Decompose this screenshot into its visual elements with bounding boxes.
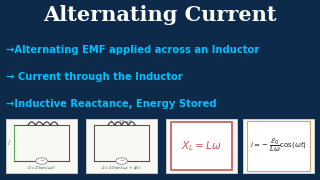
Text: $\mathcal{E}=\mathcal{E}_0\sin(\omega t)$: $\mathcal{E}=\mathcal{E}_0\sin(\omega t)…: [27, 164, 56, 172]
FancyBboxPatch shape: [166, 119, 237, 173]
Circle shape: [36, 158, 47, 164]
Text: L = 10mH: L = 10mH: [111, 120, 132, 124]
Text: →Alternating EMF applied across an Inductor: →Alternating EMF applied across an Induc…: [6, 45, 260, 55]
Text: $i = -\dfrac{\mathcal{E}_0}{L\omega}\cos(\omega t)$: $i = -\dfrac{\mathcal{E}_0}{L\omega}\cos…: [250, 137, 307, 154]
Text: Alternating Current: Alternating Current: [43, 5, 277, 25]
Text: ~: ~: [39, 159, 44, 164]
Text: → Current through the Inductor: → Current through the Inductor: [6, 72, 183, 82]
FancyBboxPatch shape: [86, 119, 157, 173]
FancyBboxPatch shape: [6, 119, 77, 173]
Text: →Inductive Reactance, Energy Stored: →Inductive Reactance, Energy Stored: [6, 99, 217, 109]
FancyBboxPatch shape: [243, 119, 314, 173]
FancyBboxPatch shape: [171, 122, 232, 170]
Text: $X_L = L\omega$: $X_L = L\omega$: [181, 139, 222, 153]
Text: ~: ~: [119, 159, 124, 164]
Text: i: i: [8, 140, 10, 146]
FancyBboxPatch shape: [247, 121, 310, 171]
Circle shape: [116, 158, 127, 164]
Text: $\mathcal{E}=20\sin(\omega t+\phi_0)$: $\mathcal{E}=20\sin(\omega t+\phi_0)$: [101, 164, 142, 172]
